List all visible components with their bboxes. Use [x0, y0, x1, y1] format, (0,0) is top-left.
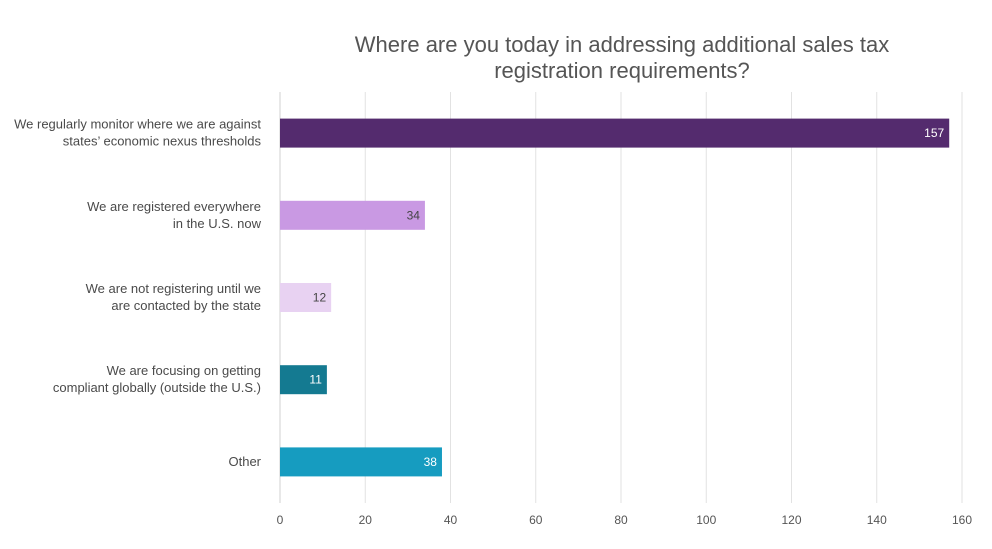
bar: [280, 118, 950, 148]
chart-title: Where are you today in addressing additi…: [355, 32, 889, 83]
chart-title-line: registration requirements?: [494, 58, 750, 83]
category-label: We are focusing on getting: [107, 363, 261, 378]
x-tick-label: 20: [359, 513, 373, 527]
chart-title-line: Where are you today in addressing additi…: [355, 32, 889, 57]
category-label: We regularly monitor where we are agains…: [14, 117, 261, 132]
category-labels: We regularly monitor where we are agains…: [14, 117, 262, 469]
x-tick-label: 140: [867, 513, 887, 527]
bar-data-label: 34: [407, 208, 421, 222]
bar: [280, 200, 425, 230]
x-axis-ticks: 0 20 40 60 80 100 120 140 160: [277, 513, 973, 527]
x-tick-label: 80: [614, 513, 628, 527]
category-label: in the U.S. now: [173, 216, 262, 231]
category-label: compliant globally (outside the U.S.): [53, 380, 261, 395]
category-label: are contacted by the state: [111, 298, 261, 313]
bars: 157 34 12 11 38: [280, 118, 950, 477]
x-tick-label: 40: [444, 513, 458, 527]
bar-data-label: 38: [424, 455, 438, 469]
x-tick-label: 60: [529, 513, 543, 527]
bar-data-label: 11: [309, 373, 322, 387]
bar: [280, 447, 442, 477]
bar: [280, 283, 332, 312]
x-tick-label: 120: [781, 513, 801, 527]
x-tick-label: 100: [696, 513, 716, 527]
bar-data-label: 157: [924, 126, 944, 140]
category-label: Other: [228, 454, 261, 469]
category-label: We are registered everywhere: [87, 199, 261, 214]
gridlines: [279, 92, 963, 503]
bar: [280, 365, 327, 395]
x-tick-label: 160: [952, 513, 972, 527]
bar-data-label: 12: [313, 291, 327, 305]
category-label: states’ economic nexus thresholds: [63, 134, 262, 149]
x-tick-label: 0: [277, 513, 284, 527]
category-label: We are not registering until we: [86, 281, 261, 296]
